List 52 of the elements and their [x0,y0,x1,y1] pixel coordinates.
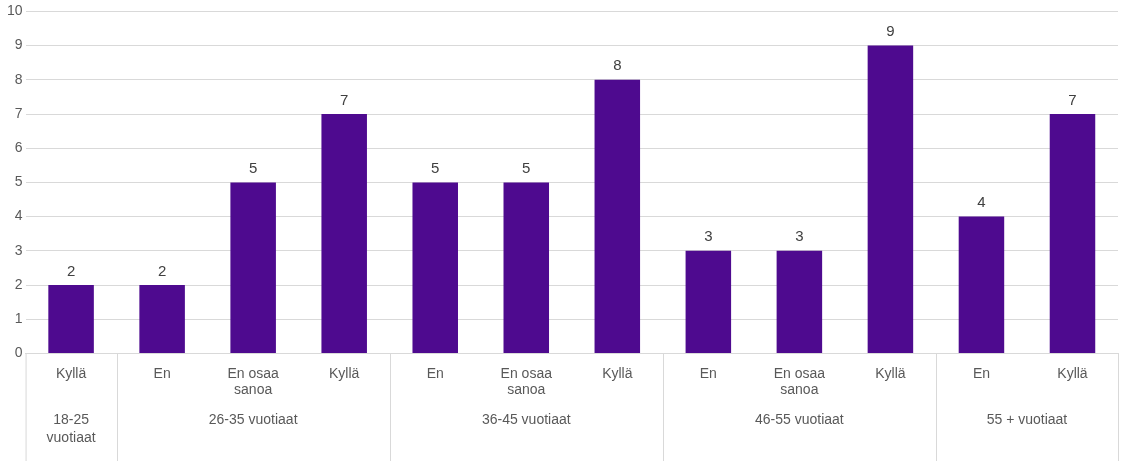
text: 55 + vuotiaat [986,411,1068,428]
y-tick-label: 8 [14,70,23,87]
bar [685,250,732,353]
data-label: 5 [522,159,531,177]
bar [139,285,185,353]
text: 36-45 vuotiaat [481,411,571,428]
x-tick-label: Kyllä [329,364,360,381]
data-label: 7 [1068,90,1077,108]
x-tick-label: En osaa sanoa [773,364,826,398]
x-tick-label: Kyllä [1057,364,1088,381]
data-label: 8 [613,56,622,74]
data-label: 5 [248,159,258,177]
y-tick-label: 0 [14,344,23,361]
text: 18-25 vuotiaat [46,411,96,446]
bar [958,216,1005,353]
y-tick-label: 7 [14,104,23,121]
data-label: 2 [157,261,167,279]
x-tick-label: En [699,364,717,381]
text: 46-55 vuotiaat [755,411,844,428]
x-tick-label: Kyllä [55,364,87,381]
text: 26-35 vuotiaat [208,411,298,428]
x-tick-label: En [426,364,444,381]
y-tick-label: 10 [6,2,23,19]
data-label: 3 [795,227,804,245]
bar [48,285,94,353]
bar [1049,114,1096,353]
data-label: 4 [977,193,986,211]
data-label: 2 [66,261,76,279]
data-label: 9 [886,22,895,40]
y-tick-label: 2 [14,275,23,292]
x-tick-label: En osaa sanoa [227,364,280,398]
x-tick-label: Kyllä [875,364,906,381]
y-tick-label: 6 [14,139,23,156]
data-label: 5 [431,159,440,177]
bar [867,45,914,353]
y-tick-label: 4 [14,207,23,224]
y-tick-label: 5 [14,173,23,190]
x-tick-label: Kyllä [602,364,633,381]
y-tick-label: 3 [14,241,23,258]
x-tick-label: En [153,364,171,381]
y-tick-label: 9 [14,36,23,53]
data-label: 7 [340,90,349,108]
data-label: 3 [704,227,713,245]
bar [503,182,550,353]
bar [321,114,367,353]
bar [776,250,823,353]
x-tick-label: En [972,364,991,381]
y-tick-label: 1 [14,310,23,327]
bar [230,182,276,353]
bar [594,79,641,353]
bar [412,182,458,353]
x-tick-label: En osaa sanoa [500,364,553,398]
